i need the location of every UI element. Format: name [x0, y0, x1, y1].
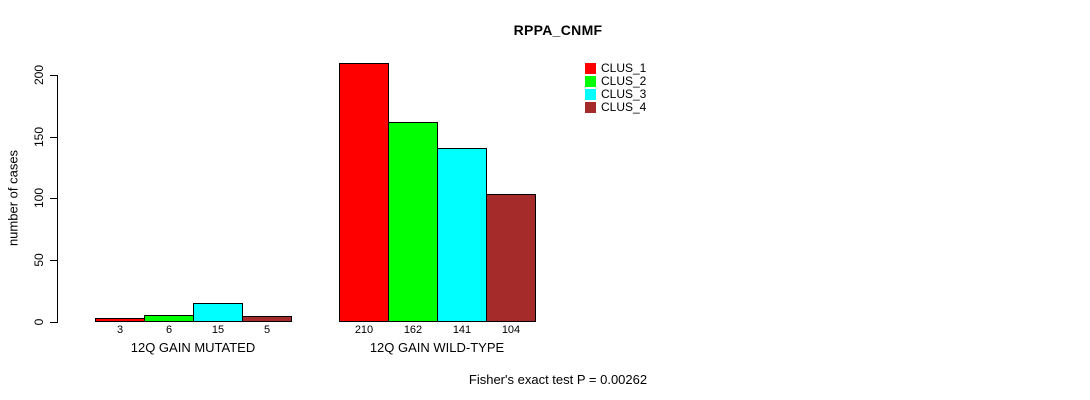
y-axis-tick [50, 198, 57, 199]
bar-clus_3-group2 [437, 148, 487, 322]
bar-value-label: 15 [211, 324, 225, 336]
legend-label: CLUS_2 [601, 74, 647, 88]
x-group-label: 12Q GAIN MUTATED [130, 340, 256, 355]
chart-title: RPPA_CNMF [513, 22, 603, 38]
y-axis-line [57, 75, 58, 323]
legend-swatch-clus_3 [585, 89, 596, 100]
bar-clus_4-group1 [242, 316, 292, 322]
y-axis-tick-label: 50 [32, 253, 46, 267]
bar-clus_1-group1 [95, 318, 145, 322]
annotation-text: Fisher's exact test P = 0.00262 [468, 372, 648, 387]
legend-label: CLUS_1 [601, 61, 647, 75]
legend-label: CLUS_3 [601, 87, 647, 101]
bar-value-label: 210 [354, 324, 374, 336]
y-axis-tick-label: 150 [32, 126, 46, 148]
y-axis-tick [50, 75, 57, 76]
bar-clus_3-group1 [193, 303, 243, 322]
bar-clus_1-group2 [339, 63, 389, 322]
y-axis-tick-label: 100 [32, 187, 46, 209]
bar-value-label: 104 [501, 324, 521, 336]
y-axis-label: number of cases [5, 149, 21, 247]
bar-value-label: 162 [403, 324, 423, 336]
bar-value-label: 5 [263, 324, 271, 336]
y-axis-tick-label: 0 [32, 318, 46, 326]
bar-clus_2-group1 [144, 315, 194, 322]
legend-item: CLUS_2 [585, 75, 646, 88]
y-axis-tick [50, 322, 57, 323]
legend-swatch-clus_4 [585, 102, 596, 113]
legend-item: CLUS_3 [585, 88, 646, 101]
x-group-label: 12Q GAIN WILD-TYPE [369, 340, 505, 355]
legend-swatch-clus_1 [585, 63, 596, 74]
legend-swatch-clus_2 [585, 76, 596, 87]
bar-value-label: 3 [116, 324, 124, 336]
y-axis-tick-label: 200 [32, 64, 46, 86]
bar-value-label: 6 [165, 324, 173, 336]
y-axis-tick [50, 260, 57, 261]
legend-item: CLUS_4 [585, 101, 646, 114]
legend-label: CLUS_4 [601, 100, 647, 114]
bar-clus_2-group2 [388, 122, 438, 322]
legend-item: CLUS_1 [585, 62, 646, 75]
legend: CLUS_1 CLUS_2 CLUS_3 CLUS_4 [585, 62, 646, 114]
bar-clus_4-group2 [486, 194, 536, 322]
bar-value-label: 141 [452, 324, 472, 336]
y-axis-tick [50, 137, 57, 138]
